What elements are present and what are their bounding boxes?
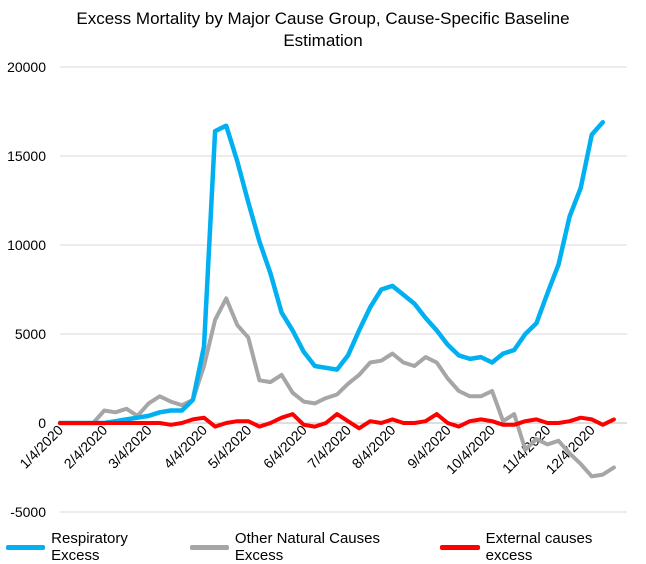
y-axis: -5000 0 5000 10000 15000 20000 (7, 59, 46, 520)
x-tick-label: 7/4/2020 (304, 422, 354, 472)
legend-item: External causes excess (440, 530, 640, 564)
series-line-respiratory-excess (57, 119, 606, 426)
series-line-other-natural-causes-excess (58, 296, 616, 479)
y-tick-label: 15000 (7, 148, 46, 164)
x-tick-label: 4/4/2020 (160, 422, 210, 472)
gridlines (60, 66, 627, 513)
y-tick-label: 0 (38, 415, 46, 431)
y-tick-label: 5000 (15, 326, 46, 342)
y-tick-label: 20000 (7, 59, 46, 75)
chart-title-line-1: Excess Mortality by Major Cause Group, C… (76, 9, 570, 28)
chart-title-line-2: Estimation (283, 31, 363, 50)
legend-label: Respiratory Excess (51, 530, 128, 564)
y-tick-label: 10000 (7, 237, 46, 253)
x-tick-label: 3/4/2020 (105, 422, 155, 472)
series-lines (57, 119, 616, 479)
legend-item: Respiratory Excess (6, 530, 178, 564)
legend-swatch (440, 544, 480, 550)
x-tick-label: 5/4/2020 (205, 422, 255, 472)
x-tick-label: 8/4/2020 (349, 422, 399, 472)
x-tick-label: 6/4/2020 (260, 422, 310, 472)
y-tick-label: -5000 (10, 504, 46, 520)
legend-swatch (189, 544, 229, 550)
x-tick-label: 10/4/2020 (443, 422, 499, 478)
legend-swatch (6, 544, 46, 550)
legend-label: Other Natural Causes Excess (234, 530, 380, 564)
series-line-external-causes-excess (58, 412, 616, 431)
chart-title: Excess Mortality by Major Cause Group, C… (0, 8, 646, 52)
legend-label: External causes excess (485, 530, 593, 564)
legend: Respiratory Excess Other Natural Causes E… (0, 530, 646, 564)
x-tick-label: 2/4/2020 (61, 422, 111, 472)
legend-item: Other Natural Causes Excess (189, 530, 429, 564)
x-tick-label: 12/4/2020 (543, 422, 599, 478)
